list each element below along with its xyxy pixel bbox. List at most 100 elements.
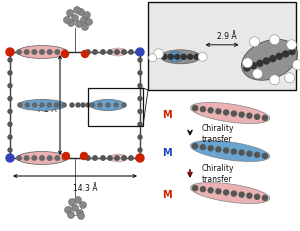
Circle shape — [40, 50, 44, 54]
Circle shape — [262, 153, 267, 158]
Ellipse shape — [17, 46, 67, 58]
Circle shape — [82, 24, 88, 30]
Circle shape — [122, 156, 126, 160]
Circle shape — [32, 50, 37, 54]
Text: M: M — [162, 110, 172, 120]
Circle shape — [262, 116, 267, 120]
Circle shape — [86, 103, 90, 107]
Circle shape — [270, 75, 280, 85]
Circle shape — [71, 204, 79, 212]
Circle shape — [138, 148, 142, 152]
Circle shape — [148, 54, 157, 62]
Circle shape — [239, 112, 244, 117]
Circle shape — [55, 50, 59, 54]
Circle shape — [136, 154, 144, 162]
Circle shape — [193, 144, 198, 149]
Circle shape — [231, 111, 236, 116]
Circle shape — [61, 51, 68, 58]
Circle shape — [262, 195, 267, 201]
Circle shape — [91, 103, 95, 107]
Circle shape — [64, 207, 71, 213]
Circle shape — [250, 37, 260, 47]
Circle shape — [25, 50, 29, 54]
Circle shape — [8, 97, 12, 100]
Circle shape — [76, 103, 80, 107]
Circle shape — [181, 54, 186, 59]
Circle shape — [138, 122, 142, 126]
Circle shape — [138, 97, 142, 100]
Text: Chirality
transfer: Chirality transfer — [202, 124, 235, 144]
Circle shape — [62, 103, 66, 107]
Circle shape — [257, 60, 263, 66]
Circle shape — [81, 103, 85, 107]
Circle shape — [86, 50, 90, 54]
Circle shape — [8, 148, 12, 152]
Circle shape — [115, 50, 119, 54]
Circle shape — [64, 16, 70, 24]
Circle shape — [108, 50, 112, 54]
Circle shape — [74, 6, 80, 13]
Circle shape — [77, 9, 85, 15]
Circle shape — [93, 50, 97, 54]
Circle shape — [108, 156, 112, 160]
Circle shape — [80, 16, 88, 24]
Circle shape — [68, 212, 74, 219]
Circle shape — [216, 189, 221, 194]
Circle shape — [47, 103, 51, 107]
Circle shape — [71, 15, 79, 21]
Circle shape — [138, 135, 142, 139]
Circle shape — [244, 65, 250, 71]
Circle shape — [216, 147, 221, 152]
Circle shape — [285, 73, 295, 83]
Circle shape — [86, 156, 90, 160]
Circle shape — [200, 107, 206, 112]
Circle shape — [25, 103, 29, 107]
Circle shape — [292, 60, 300, 70]
Circle shape — [115, 156, 119, 160]
Circle shape — [129, 156, 133, 160]
Circle shape — [175, 54, 180, 59]
Circle shape — [40, 103, 44, 107]
Circle shape — [263, 58, 269, 64]
Ellipse shape — [109, 154, 127, 162]
Text: 2.9 Å: 2.9 Å — [217, 32, 237, 41]
Circle shape — [200, 187, 206, 192]
Ellipse shape — [160, 50, 201, 64]
Circle shape — [106, 103, 110, 107]
Circle shape — [276, 53, 282, 59]
Circle shape — [6, 48, 14, 56]
Circle shape — [8, 84, 12, 88]
Circle shape — [62, 152, 70, 159]
Text: M: M — [162, 190, 172, 200]
Circle shape — [90, 103, 94, 107]
Ellipse shape — [168, 52, 184, 62]
Circle shape — [8, 135, 12, 139]
Circle shape — [70, 103, 74, 107]
Circle shape — [286, 40, 297, 50]
Circle shape — [253, 69, 262, 79]
Circle shape — [194, 54, 199, 59]
Circle shape — [208, 146, 213, 151]
Circle shape — [101, 156, 105, 160]
Circle shape — [193, 185, 198, 191]
Circle shape — [114, 103, 118, 107]
Circle shape — [255, 114, 260, 119]
Circle shape — [136, 156, 140, 160]
Circle shape — [98, 103, 102, 107]
Circle shape — [243, 58, 253, 68]
Ellipse shape — [17, 152, 67, 164]
Circle shape — [55, 103, 59, 107]
Circle shape — [255, 194, 260, 199]
Circle shape — [63, 50, 67, 54]
Text: 14.3 Å: 14.3 Å — [73, 184, 97, 193]
Circle shape — [169, 54, 173, 59]
Circle shape — [32, 156, 37, 160]
Ellipse shape — [190, 182, 270, 204]
Ellipse shape — [109, 48, 127, 56]
Circle shape — [239, 192, 244, 197]
Circle shape — [93, 156, 97, 160]
Circle shape — [136, 50, 140, 54]
Bar — [148, 2, 296, 90]
Circle shape — [80, 152, 88, 159]
Circle shape — [198, 52, 207, 61]
